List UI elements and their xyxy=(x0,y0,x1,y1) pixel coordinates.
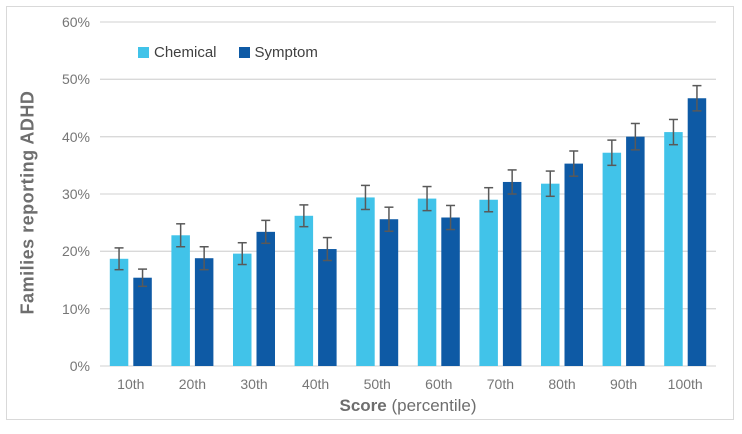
x-tick-label-80th: 80th xyxy=(548,376,576,392)
bar-symptom-60th xyxy=(441,217,460,366)
error-bar-symptom-90th xyxy=(630,122,640,151)
bar-symptom-30th xyxy=(256,231,275,366)
x-tick-label-20th: 20th xyxy=(178,376,207,392)
symptom-legend-swatch-icon xyxy=(238,47,250,58)
bar-chemical-70th xyxy=(479,199,498,366)
x-tick-label-50th: 50th xyxy=(363,376,391,392)
legend-label-symptom: Symptom xyxy=(254,44,318,61)
x-tick-label-10th: 10th xyxy=(117,376,145,392)
x-tick-label-60th: 60th xyxy=(425,376,453,392)
bar-chemical-90th xyxy=(602,152,622,366)
x-tick-label-40th: 40th xyxy=(301,376,330,392)
y-tick-label-60: 60% xyxy=(61,14,90,30)
legend-label-chemical: Chemical xyxy=(154,44,217,61)
bar-symptom-80th xyxy=(564,163,583,366)
x-tick-label-90th: 90th xyxy=(609,376,638,392)
y-tick-label-30: 30% xyxy=(61,186,90,202)
error-bar-symptom-100th xyxy=(692,84,702,112)
bar-chemical-30th xyxy=(233,253,252,366)
bar-symptom-50th xyxy=(379,219,399,366)
error-bar-symptom-70th xyxy=(507,169,517,195)
y-tick-label-0: 0% xyxy=(69,358,90,374)
error-bar-chemical-100th xyxy=(668,118,678,146)
x-axis-title-bold: Score xyxy=(339,396,387,415)
error-bar-symptom-60th xyxy=(446,204,456,231)
legend-item-symptom: Symptom xyxy=(238,44,318,61)
x-axis-title-rest: (percentile) xyxy=(386,396,477,415)
bar-symptom-70th xyxy=(502,181,522,366)
bar-chemical-50th xyxy=(356,197,375,366)
error-bar-symptom-30th xyxy=(261,219,271,245)
x-tick-label-30th: 30th xyxy=(240,376,268,392)
bar-symptom-100th xyxy=(687,98,707,367)
error-bar-chemical-40th xyxy=(299,204,309,228)
bar-symptom-20th xyxy=(194,258,214,366)
error-bar-chemical-90th xyxy=(607,139,617,167)
bar-chemical-100th xyxy=(664,132,683,366)
bar-chemical-80th xyxy=(541,183,560,366)
bar-chemical-40th xyxy=(294,215,314,366)
error-bar-chemical-50th xyxy=(360,184,370,211)
y-tick-label-40: 40% xyxy=(61,128,90,145)
x-tick-label-100th: 100th xyxy=(667,376,703,392)
error-bar-chemical-60th xyxy=(422,185,432,212)
y-axis-title: Families reporting ADHD xyxy=(17,90,38,315)
error-bar-symptom-50th xyxy=(384,206,394,233)
error-bar-chemical-10th xyxy=(114,247,124,271)
x-axis-title: Score (percentile) xyxy=(208,396,608,416)
legend: Chemical Symptom xyxy=(138,44,318,61)
error-bar-chemical-80th xyxy=(545,170,555,198)
error-bar-symptom-40th xyxy=(322,236,332,262)
bar-symptom-90th xyxy=(626,136,645,366)
error-bar-chemical-20th xyxy=(176,223,186,248)
error-bar-symptom-20th xyxy=(199,245,209,271)
legend-item-chemical: Chemical xyxy=(138,44,217,61)
error-bar-chemical-30th xyxy=(237,241,247,266)
x-tick-label-70th: 70th xyxy=(486,376,515,392)
y-tick-label-10: 10% xyxy=(61,300,90,317)
y-tick-label-50: 50% xyxy=(61,71,90,88)
y-tick-label-20: 20% xyxy=(61,243,90,260)
error-bar-symptom-10th xyxy=(138,268,148,288)
bar-symptom-40th xyxy=(318,249,337,366)
bar-chemical-10th xyxy=(109,258,129,366)
error-bar-chemical-70th xyxy=(484,186,494,213)
bar-chemical-20th xyxy=(171,235,190,366)
chemical-legend-swatch-icon xyxy=(138,47,149,58)
error-bar-symptom-80th xyxy=(569,150,579,177)
bar-chemical-60th xyxy=(417,198,437,366)
bar-symptom-10th xyxy=(133,277,152,366)
